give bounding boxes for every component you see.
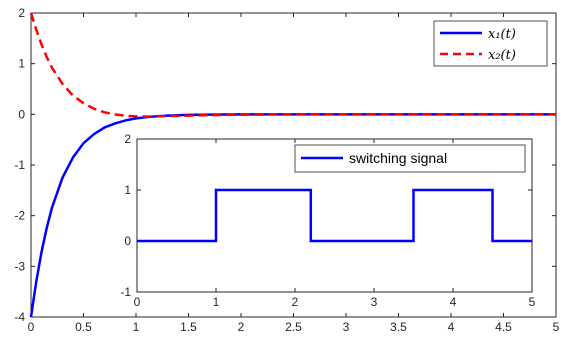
main-x-tick-label: 4.5 xyxy=(495,320,512,334)
main-series-line-1 xyxy=(29,12,556,118)
main-x-tick-label: 1.5 xyxy=(180,320,197,334)
inset-y-tick-label: -1 xyxy=(120,285,131,299)
inset-x-tick-label: 5 xyxy=(529,295,536,309)
main-x-tick-label: 1 xyxy=(133,320,140,334)
inset-lines xyxy=(137,188,532,243)
main-y-tick-label: 0 xyxy=(18,107,25,121)
legend-label-switching: switching signal xyxy=(349,150,447,166)
inset-y-tick-label: 0 xyxy=(124,234,131,248)
inset-x-tick-label: 0 xyxy=(134,295,141,309)
main-x-tick-label: 3 xyxy=(343,320,350,334)
main-y-tick-label: 2 xyxy=(18,6,25,20)
inset-legend: switching signal xyxy=(294,144,526,173)
main-x-tick-label: 2.5 xyxy=(285,320,302,334)
main-legend: x₁(t) x₂(t) xyxy=(433,20,548,67)
main-y-tick-label: -3 xyxy=(14,259,25,273)
inset-x-tick-label: 4 xyxy=(450,295,457,309)
inset-x-tick-label: 2 xyxy=(292,295,299,309)
legend-label-x2: x₂(t) xyxy=(488,48,516,63)
main-x-tick-label: 2 xyxy=(238,320,245,334)
main-y-tick-label: -2 xyxy=(14,209,25,223)
main-y-tick-label: 1 xyxy=(18,57,25,71)
inset-x-tick-label: 1 xyxy=(213,295,220,309)
main-x-tick-label: 4 xyxy=(448,320,455,334)
main-y-tick-label: -1 xyxy=(14,158,25,172)
main-x-tick-label: 5 xyxy=(553,320,560,334)
inset-y-tick-label: 2 xyxy=(124,132,131,146)
main-legend-box xyxy=(433,20,548,67)
main-x-tick-label: 0 xyxy=(28,320,35,334)
main-x-tick-label: 0.5 xyxy=(75,320,92,334)
legend-label-x1: x₁(t) xyxy=(488,27,516,42)
inset-series-line-0 xyxy=(137,188,532,243)
main-lines xyxy=(29,12,556,318)
main-y-tick-label: -4 xyxy=(14,310,25,324)
main-x-tick-label: 3.5 xyxy=(390,320,407,334)
inset-x-tick-label: 3 xyxy=(371,295,378,309)
inset-y-tick-label: 1 xyxy=(124,183,131,197)
